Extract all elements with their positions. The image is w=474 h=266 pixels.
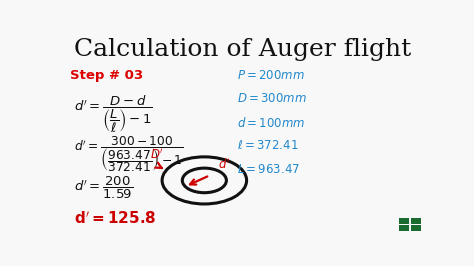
Text: $\mathit{L = 963.47}$: $\mathit{L = 963.47}$: [237, 163, 301, 176]
Bar: [411, 225, 421, 231]
Text: Step # 03: Step # 03: [70, 69, 144, 82]
Text: $\mathit{D = 300mm}$: $\mathit{D = 300mm}$: [237, 92, 308, 105]
Text: $\mathit{d = 100mm}$: $\mathit{d = 100mm}$: [237, 116, 306, 130]
Bar: [399, 225, 410, 231]
Text: $\mathit{P = 200mm}$: $\mathit{P = 200mm}$: [237, 69, 305, 82]
Text: Calculation of Auger flight: Calculation of Auger flight: [74, 38, 411, 61]
Bar: [411, 218, 421, 224]
Text: $\mathit{ℓ = 372.41}$: $\mathit{ℓ = 372.41}$: [237, 139, 299, 152]
Text: $d' = \dfrac{300-100}{\left(\dfrac{963.47}{372.41}\right)-1}$: $d' = \dfrac{300-100}{\left(\dfrac{963.4…: [74, 134, 183, 174]
Text: $d' = \dfrac{D-d}{\left(\dfrac{L}{\ell}\right)-1}$: $d' = \dfrac{D-d}{\left(\dfrac{L}{\ell}\…: [74, 93, 153, 135]
Text: $\mathbf{d' = 125.8}$: $\mathbf{d' = 125.8}$: [74, 210, 156, 227]
Text: $d'$: $d'$: [219, 158, 231, 172]
Text: $D'$: $D'$: [150, 148, 164, 162]
Text: $d' = \dfrac{200}{1.59}$: $d' = \dfrac{200}{1.59}$: [74, 175, 133, 201]
Bar: [399, 218, 410, 224]
